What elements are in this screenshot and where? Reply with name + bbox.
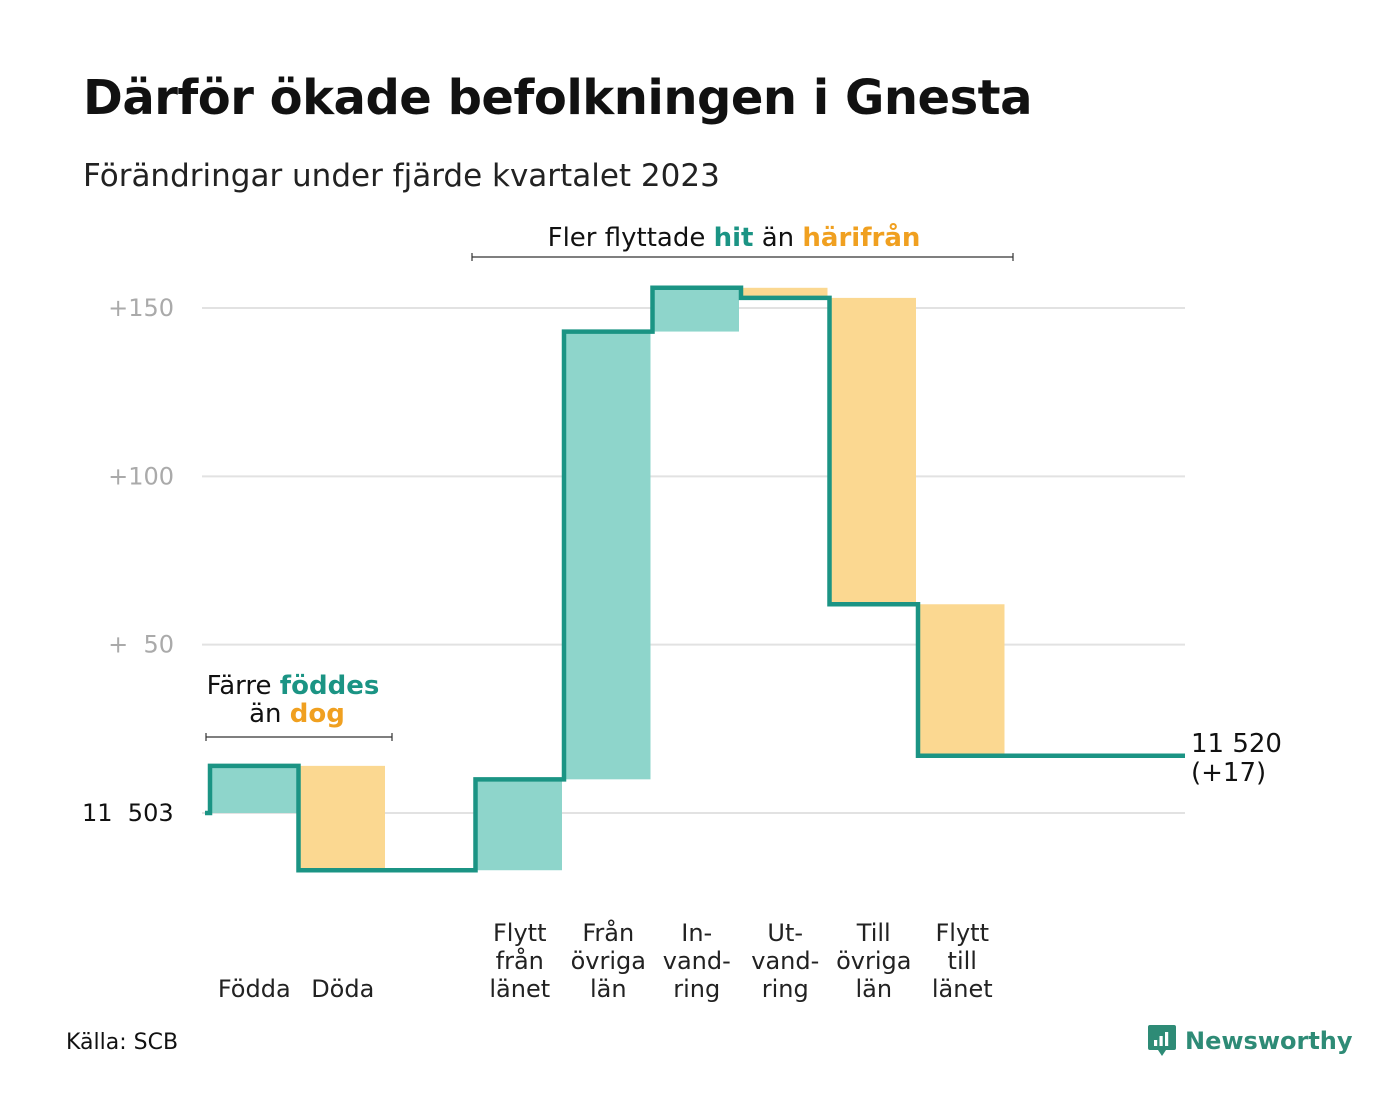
annotation-highlight-teal: hit (714, 223, 754, 253)
inflow-bar (212, 765, 297, 813)
page-title: Därför ökade befolkningen i Gnesta (83, 70, 1033, 126)
newsworthy-logo[interactable]: Newsworthy (1147, 1023, 1353, 1059)
annotation-text: än (753, 223, 802, 253)
category-label: övriga (836, 947, 911, 975)
inflow-bar (654, 287, 739, 332)
births-annotation-line1: Färre föddes (207, 671, 380, 701)
category-label: vand- (751, 947, 819, 975)
outflow-bar (831, 297, 916, 605)
category-label: övriga (571, 947, 646, 975)
category-label: Till (856, 919, 891, 947)
category-label: ring (673, 975, 720, 1003)
end-value-label: 11 520 (1191, 729, 1282, 759)
category-label: län (590, 975, 627, 1003)
category-label: ring (762, 975, 809, 1003)
annotation-text: än (249, 699, 290, 729)
category-label: till (948, 947, 977, 975)
inflow-bar (477, 779, 562, 871)
category-label: länet (489, 975, 550, 1003)
inflow-bar (566, 331, 651, 780)
category-label: Födda (218, 975, 291, 1003)
births-annotation-line2: än dog (249, 699, 345, 729)
page-subtitle: Förändringar under fjärde kvartalet 2023 (83, 158, 720, 194)
category-label: länet (932, 975, 993, 1003)
brand-name: Newsworthy (1185, 1027, 1353, 1055)
category-label: från (496, 946, 544, 975)
category-label: In- (681, 919, 712, 947)
category-label: Döda (311, 975, 374, 1003)
annotation-highlight-orange: dog (290, 699, 345, 729)
cumulative-step-line (205, 285, 1185, 873)
y-tick-label: +100 (108, 462, 174, 490)
outflow-bar (743, 287, 828, 298)
category-label: Från (582, 918, 634, 947)
category-label: Ut- (767, 919, 803, 947)
annotation-text: Fler flyttade (548, 223, 714, 253)
end-change-label: (+17) (1191, 758, 1266, 788)
baseline-label: 11 503 (82, 799, 174, 827)
category-label: vand- (663, 947, 731, 975)
outflow-bar (300, 765, 385, 871)
annotation-highlight-orange: härifrån (802, 221, 920, 253)
y-tick-label: + 50 (108, 631, 174, 659)
category-label: län (855, 975, 892, 1003)
bar-chart-icon (1148, 1025, 1176, 1056)
annotation-text: Färre (207, 671, 280, 701)
annotation-highlight-teal: föddes (280, 671, 380, 701)
births-bracket (205, 733, 393, 741)
source-note: Källa: SCB (66, 1030, 179, 1055)
outflow-bar (920, 604, 1005, 756)
y-tick-label: +150 (108, 294, 174, 322)
category-label: Flytt (493, 919, 547, 947)
migration-bracket (471, 253, 1014, 261)
migration-annotation: Fler flyttade hit än härifrån (548, 221, 921, 253)
category-label: Flytt (936, 919, 990, 947)
